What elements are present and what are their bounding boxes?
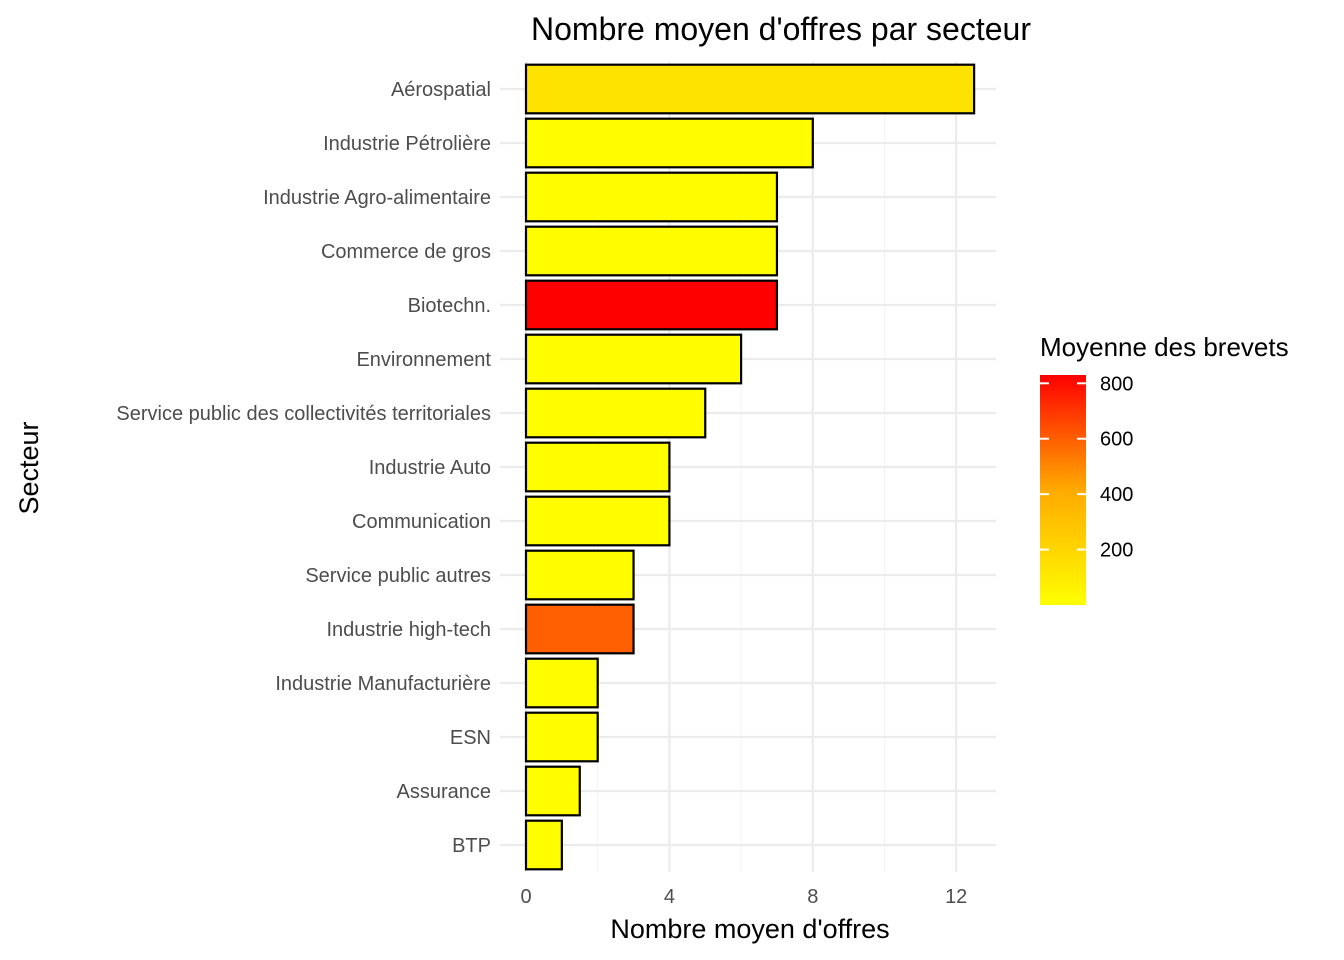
bar	[524, 63, 976, 115]
bar	[524, 225, 779, 277]
y-tick-label: Industrie Pétrolière	[323, 133, 491, 155]
bar	[524, 549, 635, 601]
y-tick-label: Service public des collectivités territo…	[116, 403, 491, 425]
legend-tick-label: 400	[1100, 484, 1133, 506]
legend-tick-label: 800	[1100, 373, 1133, 395]
bar	[524, 765, 581, 817]
y-tick-label: Industrie Agro-alimentaire	[263, 187, 491, 209]
legend-colorbar	[1040, 375, 1086, 605]
y-tick-label: Environnement	[356, 349, 491, 371]
bar	[524, 819, 563, 871]
y-tick-label: Industrie Manufacturière	[275, 673, 491, 695]
y-tick-label: Aérospatial	[391, 79, 491, 101]
legend: Moyenne des brevets 200 400 600 800	[1040, 332, 1289, 605]
bars	[524, 63, 976, 871]
y-tick-label: Biotechn.	[408, 295, 491, 317]
bar	[524, 117, 814, 169]
y-tick-label: BTP	[452, 835, 491, 857]
bar	[524, 495, 671, 547]
bar	[524, 657, 599, 709]
bar	[524, 603, 635, 655]
x-tick-label: 8	[807, 886, 818, 908]
legend-tick-label: 200	[1100, 540, 1133, 562]
x-axis-title: Nombre moyen d'offres	[610, 914, 889, 944]
x-tick-labels: 0 4 8 12	[520, 886, 967, 908]
y-axis-title: Secteur	[14, 421, 44, 514]
y-tick-labels: Aérospatial Industrie Pétrolière Industrie…	[116, 79, 491, 857]
y-tick-label: Industrie high-tech	[326, 619, 491, 641]
bar	[524, 711, 599, 763]
bar	[524, 279, 779, 331]
x-tick-label: 4	[664, 886, 675, 908]
bar	[524, 333, 743, 385]
y-tick-label: ESN	[450, 727, 491, 749]
x-tick-label: 12	[945, 886, 967, 908]
x-tick-label: 0	[520, 886, 531, 908]
bar	[524, 387, 707, 439]
legend-tick-label: 600	[1100, 429, 1133, 451]
bar	[524, 171, 779, 223]
legend-title: Moyenne des brevets	[1040, 332, 1289, 362]
y-tick-label: Communication	[352, 511, 491, 533]
chart-title: Nombre moyen d'offres par secteur	[531, 11, 1031, 47]
y-tick-label: Commerce de gros	[321, 241, 491, 263]
y-tick-label: Service public autres	[305, 565, 491, 587]
y-tick-label: Industrie Auto	[369, 457, 491, 479]
bar	[524, 441, 671, 493]
y-tick-label: Assurance	[397, 781, 492, 803]
